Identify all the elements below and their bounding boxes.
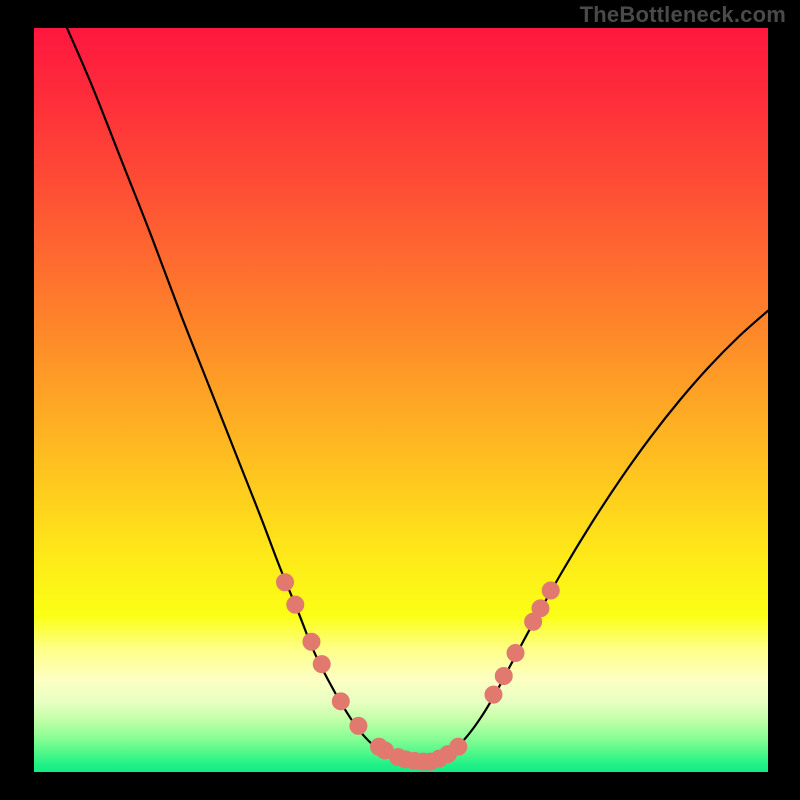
curve-marker [495, 668, 512, 685]
curve-marker [303, 633, 320, 650]
curve-marker [542, 582, 559, 599]
curve-marker [485, 686, 502, 703]
curve-marker [313, 656, 330, 673]
curve-markers [277, 574, 560, 770]
curve-marker [287, 596, 304, 613]
curve-marker [277, 574, 294, 591]
watermark-text: TheBottleneck.com [580, 2, 786, 28]
curve-marker [350, 717, 367, 734]
plot-area [34, 28, 768, 772]
chart-frame: TheBottleneck.com [0, 0, 800, 800]
curve-marker [532, 600, 549, 617]
curve-marker [332, 693, 349, 710]
curve-marker [450, 738, 467, 755]
curve-line [67, 28, 768, 763]
curve-marker [507, 644, 524, 661]
chart-overlay [34, 28, 768, 772]
